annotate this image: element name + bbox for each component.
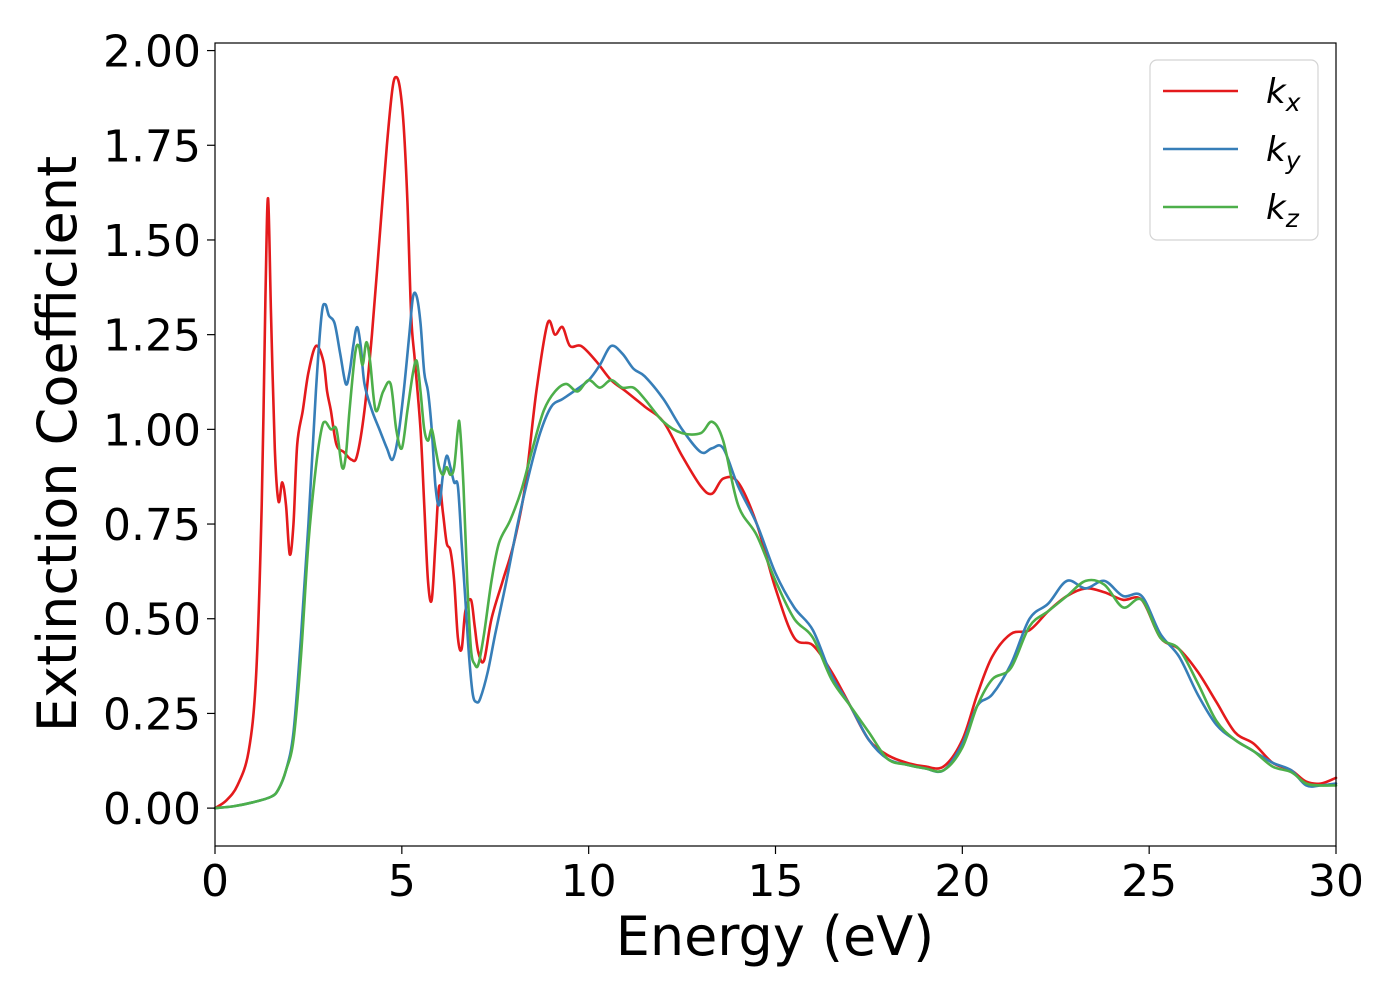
y-tick-label: 0.00 bbox=[103, 784, 201, 835]
series-line-ky bbox=[213, 291, 1338, 810]
x-axis-ticks: 0 5 10 15 20 25 30 bbox=[201, 846, 1364, 907]
y-tick-label: 1.75 bbox=[103, 121, 201, 172]
y-tick-label: 1.00 bbox=[103, 405, 201, 456]
series-line-kz bbox=[213, 340, 1338, 810]
y-axis-ticks: 0.00 0.25 0.50 0.75 1.00 1.25 1.50 1.75 2.00 bbox=[103, 27, 215, 835]
y-tick-label: 0.75 bbox=[103, 500, 201, 551]
y-tick-label: 0.25 bbox=[103, 689, 201, 740]
x-tick-label: 10 bbox=[561, 856, 617, 907]
series-line-kx bbox=[213, 75, 1338, 810]
x-tick-label: 5 bbox=[388, 856, 416, 907]
x-tick-label: 15 bbox=[748, 856, 804, 907]
x-tick-label: 30 bbox=[1308, 856, 1364, 907]
x-tick-label: 20 bbox=[934, 856, 990, 907]
y-axis-title: Extinction Coefficient bbox=[26, 156, 89, 732]
legend-label-kz: kz bbox=[1266, 188, 1300, 233]
x-tick-label: 25 bbox=[1121, 856, 1177, 907]
y-tick-label: 2.00 bbox=[103, 27, 201, 78]
x-axis-title: Energy (eV) bbox=[616, 905, 935, 968]
legend-label-ky: ky bbox=[1266, 130, 1302, 175]
y-tick-label: 0.50 bbox=[103, 595, 201, 646]
x-tick-label: 0 bbox=[201, 856, 229, 907]
series-layer bbox=[213, 75, 1338, 810]
legend: kx ky kz bbox=[1149, 59, 1319, 241]
y-tick-label: 1.25 bbox=[103, 311, 201, 362]
legend-label-kx: kx bbox=[1266, 72, 1301, 117]
y-tick-label: 1.50 bbox=[103, 216, 201, 267]
